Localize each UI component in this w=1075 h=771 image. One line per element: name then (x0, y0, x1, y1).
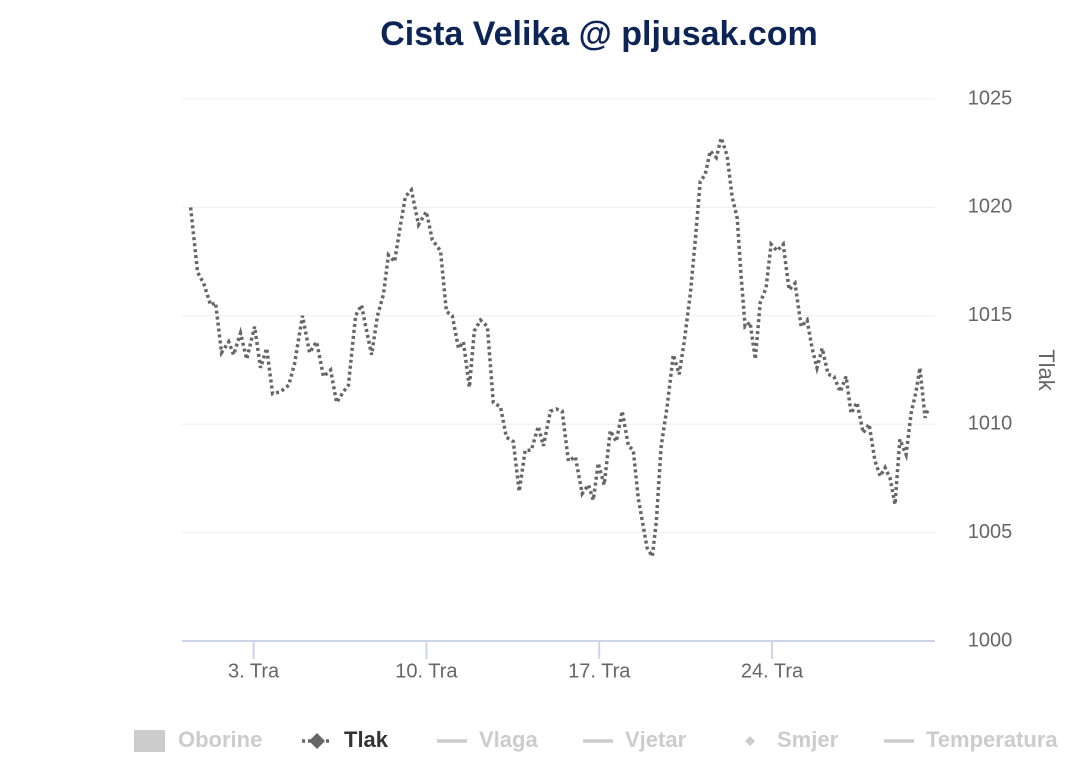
y-tick-label: 1000 (968, 629, 1013, 651)
x-tick-label: 3. Tra (228, 660, 280, 682)
y-axis-title: Tlak (1034, 349, 1059, 392)
x-tick-label: 10. Tra (395, 660, 458, 682)
legend-marker[interactable] (309, 733, 325, 749)
legend-label[interactable]: Smjer (777, 727, 839, 752)
y-tick-label: 1015 (968, 304, 1013, 326)
x-tick-label: 24. Tra (741, 660, 804, 682)
y-tick-label: 1020 (968, 196, 1013, 218)
legend-label[interactable]: Oborine (178, 727, 262, 752)
pressure-line (188, 131, 930, 562)
x-tick-label: 17. Tra (568, 660, 631, 682)
chart-title: Cista Velika @ pljusak.com (380, 15, 818, 53)
y-tick-label: 1005 (968, 521, 1013, 543)
legend-marker[interactable] (745, 736, 755, 746)
legend-label[interactable]: Tlak (344, 727, 389, 752)
legend-label[interactable]: Vlaga (479, 727, 538, 752)
legend-label[interactable]: Temperatura (926, 727, 1058, 752)
legend-label[interactable]: Vjetar (625, 727, 687, 752)
y-tick-label: 1025 (968, 87, 1013, 109)
y-tick-label: 1010 (968, 412, 1013, 434)
legend-symbol[interactable] (134, 730, 165, 752)
